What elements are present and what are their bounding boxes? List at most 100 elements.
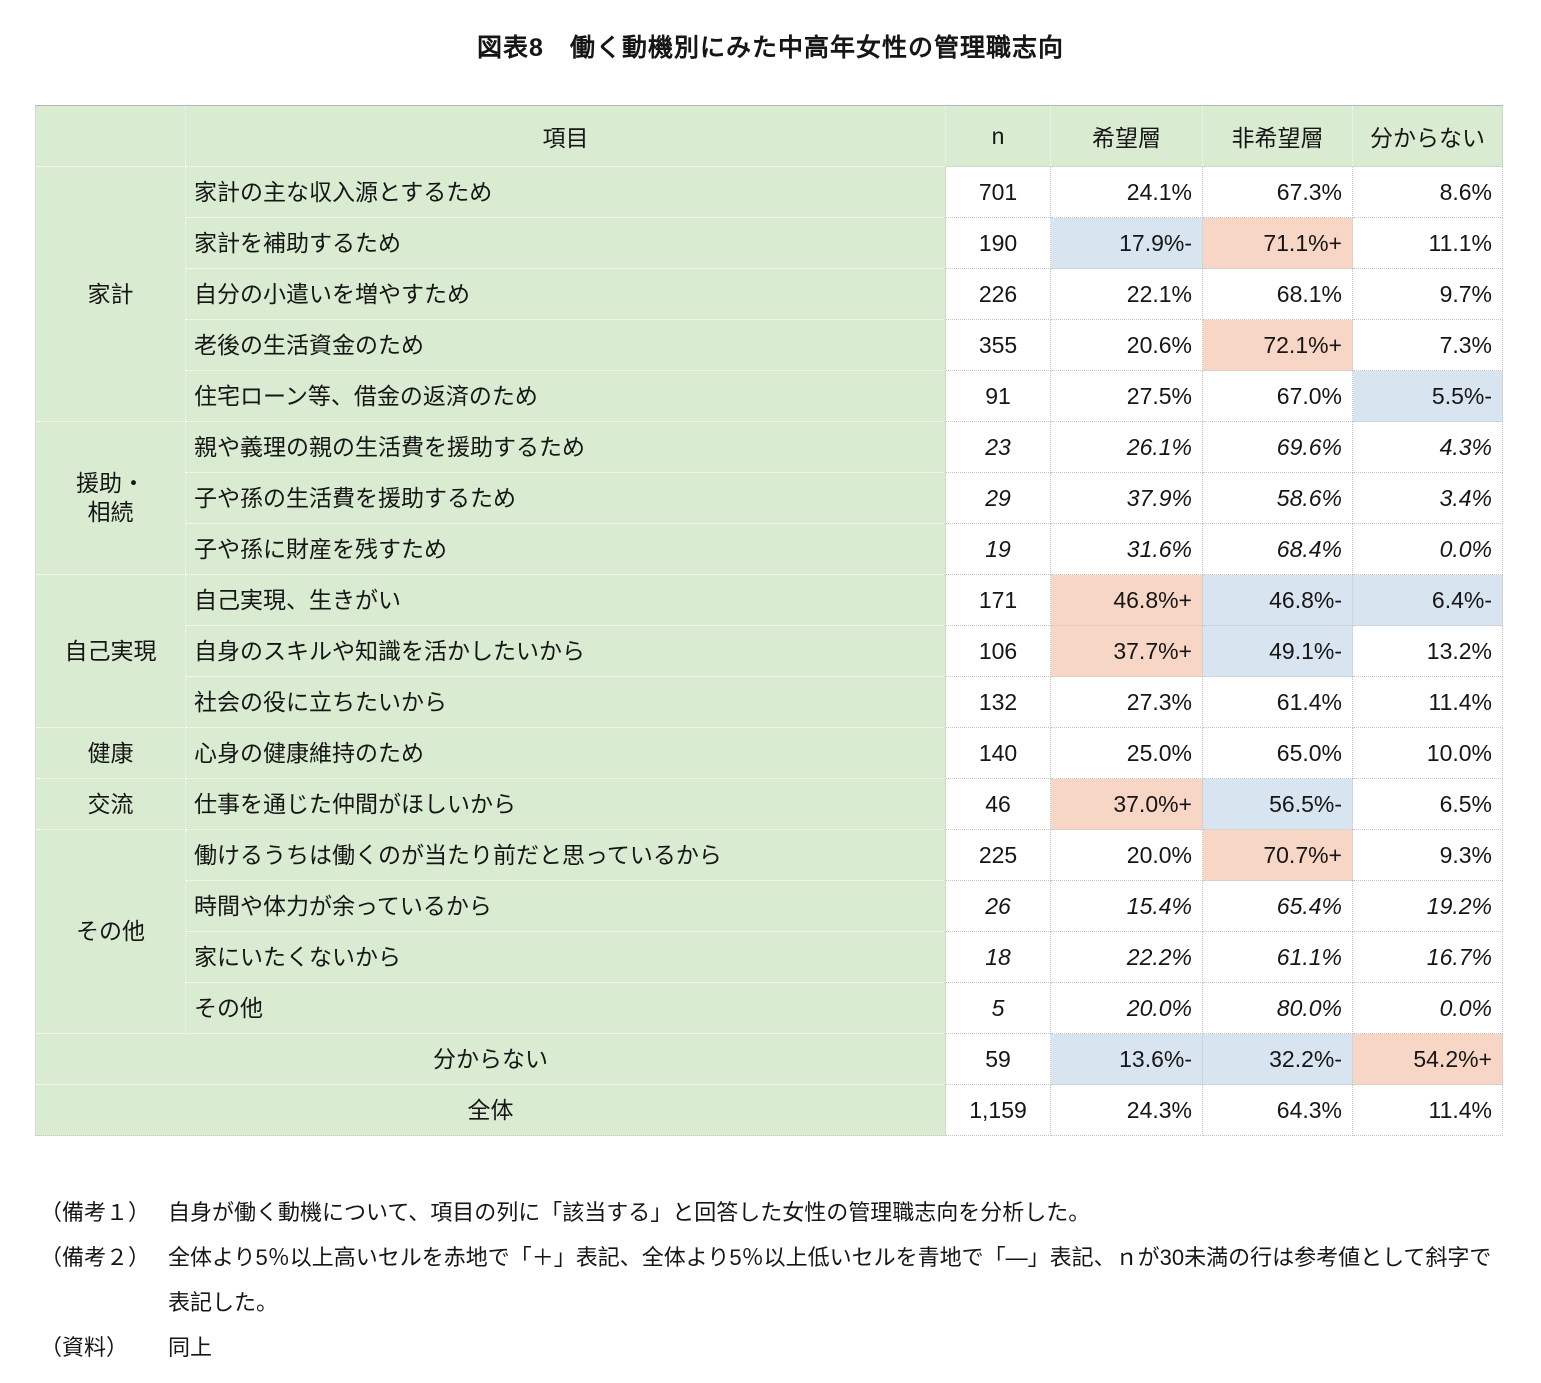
table-row: 社会の役に立ちたいから 132 27.3% 61.4% 11.4% bbox=[36, 677, 1503, 728]
item-label: 家計の主な収入源とするため bbox=[186, 167, 946, 218]
percent-value: 20.6% bbox=[1051, 320, 1203, 371]
percent-value: 3.4% bbox=[1353, 473, 1503, 524]
percent-value: 54.2%+ bbox=[1353, 1034, 1503, 1085]
n-value: 46 bbox=[946, 779, 1051, 830]
percent-value: 20.0% bbox=[1051, 830, 1203, 881]
percent-value: 37.7%+ bbox=[1051, 626, 1203, 677]
percent-value: 68.4% bbox=[1203, 524, 1353, 575]
percent-value: 65.0% bbox=[1203, 728, 1353, 779]
footnotes: （備考１） 自身が働く動機について、項目の列に「該当する」と回答した女性の管理職… bbox=[40, 1190, 1505, 1370]
table-row: その他 5 20.0% 80.0% 0.0% bbox=[36, 983, 1503, 1034]
percent-value: 11.4% bbox=[1353, 1085, 1503, 1136]
item-label: 家にいたくないから bbox=[186, 932, 946, 983]
n-value: 132 bbox=[946, 677, 1051, 728]
percent-value: 32.2%- bbox=[1203, 1034, 1353, 1085]
percent-value: 31.6% bbox=[1051, 524, 1203, 575]
percent-value: 27.3% bbox=[1051, 677, 1203, 728]
note-2: （備考２） 全体より5％以上高いセルを赤地で「＋」表記、全体より5％以上低いセル… bbox=[40, 1235, 1505, 1325]
percent-value: 10.0% bbox=[1353, 728, 1503, 779]
item-label: 子や孫の生活費を援助するため bbox=[186, 473, 946, 524]
table-row: 全体 1,159 24.3% 64.3% 11.4% bbox=[36, 1085, 1503, 1136]
table-row: 時間や体力が余っているから 26 15.4% 65.4% 19.2% bbox=[36, 881, 1503, 932]
source-text: 同上 bbox=[168, 1335, 213, 1360]
percent-value: 37.0%+ bbox=[1051, 779, 1203, 830]
n-value: 355 bbox=[946, 320, 1051, 371]
group-label: 交流 bbox=[36, 779, 186, 830]
header-dk: 分からない bbox=[1353, 106, 1503, 167]
percent-value: 65.4% bbox=[1203, 881, 1353, 932]
item-label: 家計を補助するため bbox=[186, 218, 946, 269]
percent-value: 6.4%- bbox=[1353, 575, 1503, 626]
percent-value: 6.5% bbox=[1353, 779, 1503, 830]
table-row: その他 働けるうちは働くのが当たり前だと思っているから 225 20.0% 70.7%+… bbox=[36, 830, 1503, 1034]
data-table: 項目 n 希望層 非希望層 分からない 家計 家計の主な収入源とするため 701 24… bbox=[35, 105, 1503, 1136]
percent-value: 17.9%- bbox=[1051, 218, 1203, 269]
table-row: 自分の小遣いを増やすため 226 22.1% 68.1% 9.7% bbox=[36, 269, 1503, 320]
percent-value: 4.3% bbox=[1353, 422, 1503, 473]
percent-value: 13.6%- bbox=[1051, 1034, 1203, 1085]
table-row: 援助・ 相続 親や義理の親の生活費を援助するため 23 26.1% 69.6% 4.3% bbox=[36, 422, 1503, 575]
percent-value: 0.0% bbox=[1353, 983, 1503, 1034]
percent-value: 37.9% bbox=[1051, 473, 1203, 524]
percent-value: 56.5%- bbox=[1203, 779, 1353, 830]
row-label: 全体 bbox=[36, 1085, 946, 1136]
item-label: 子や孫に財産を残すため bbox=[186, 524, 946, 575]
percent-value: 68.1% bbox=[1203, 269, 1353, 320]
item-label: 自己実現、生きがい bbox=[186, 575, 946, 626]
table-row: 自己実現 自己実現、生きがい 171 46.8%+ 46.8%- 6.4%- bbox=[36, 575, 1503, 728]
n-value: 140 bbox=[946, 728, 1051, 779]
percent-value: 80.0% bbox=[1203, 983, 1353, 1034]
table-row: 家にいたくないから 18 22.2% 61.1% 16.7% bbox=[36, 932, 1503, 983]
source-label: （資料） bbox=[40, 1335, 129, 1360]
table-container: 項目 n 希望層 非希望層 分からない 家計 家計の主な収入源とするため 701 24… bbox=[35, 105, 1503, 1136]
percent-value: 26.1% bbox=[1051, 422, 1203, 473]
row-label: 分からない bbox=[36, 1034, 946, 1085]
item-label: 親や義理の親の生活費を援助するため bbox=[186, 422, 946, 473]
percent-value: 67.3% bbox=[1203, 167, 1353, 218]
group-label: 健康 bbox=[36, 728, 186, 779]
n-value: 29 bbox=[946, 473, 1051, 524]
header-hope: 希望層 bbox=[1051, 106, 1203, 167]
percent-value: 8.6% bbox=[1353, 167, 1503, 218]
item-label: 自身のスキルや知識を活かしたいから bbox=[186, 626, 946, 677]
n-value: 171 bbox=[946, 575, 1051, 626]
percent-value: 20.0% bbox=[1051, 983, 1203, 1034]
header-nohope: 非希望層 bbox=[1203, 106, 1353, 167]
percent-value: 9.7% bbox=[1353, 269, 1503, 320]
page-title: 図表8 働く動機別にみた中高年女性の管理職志向 bbox=[477, 34, 1064, 62]
percent-value: 11.4% bbox=[1353, 677, 1503, 728]
percent-value: 69.6% bbox=[1203, 422, 1353, 473]
n-value: 26 bbox=[946, 881, 1051, 932]
percent-value: 49.1%- bbox=[1203, 626, 1353, 677]
n-value: 190 bbox=[946, 218, 1051, 269]
percent-value: 72.1%+ bbox=[1203, 320, 1353, 371]
percent-value: 61.4% bbox=[1203, 677, 1353, 728]
percent-value: 24.3% bbox=[1051, 1085, 1203, 1136]
table-row: 自身のスキルや知識を活かしたいから 106 37.7%+ 49.1%- 13.2% bbox=[36, 626, 1503, 677]
percent-value: 22.1% bbox=[1051, 269, 1203, 320]
percent-value: 11.1% bbox=[1353, 218, 1503, 269]
n-value: 106 bbox=[946, 626, 1051, 677]
note-1-label: （備考１） bbox=[40, 1200, 151, 1225]
percent-value: 25.0% bbox=[1051, 728, 1203, 779]
n-value: 5 bbox=[946, 983, 1051, 1034]
percent-value: 13.2% bbox=[1353, 626, 1503, 677]
percent-value: 71.1%+ bbox=[1203, 218, 1353, 269]
header-n: n bbox=[946, 106, 1051, 167]
percent-value: 58.6% bbox=[1203, 473, 1353, 524]
percent-value: 22.2% bbox=[1051, 932, 1203, 983]
item-label: 働けるうちは働くのが当たり前だと思っているから bbox=[186, 830, 946, 881]
note-1-text: 自身が働く動機について、項目の列に「該当する」と回答した女性の管理職志向を分析し… bbox=[168, 1200, 1091, 1225]
group-label: 自己実現 bbox=[36, 575, 186, 728]
percent-value: 16.7% bbox=[1353, 932, 1503, 983]
percent-value: 19.2% bbox=[1353, 881, 1503, 932]
percent-value: 46.8%+ bbox=[1051, 575, 1203, 626]
percent-value: 15.4% bbox=[1051, 881, 1203, 932]
item-label: 仕事を通じた仲間がほしいから bbox=[186, 779, 946, 830]
n-value: 91 bbox=[946, 371, 1051, 422]
percent-value: 24.1% bbox=[1051, 167, 1203, 218]
percent-value: 61.1% bbox=[1203, 932, 1353, 983]
percent-value: 5.5%- bbox=[1353, 371, 1503, 422]
percent-value: 9.3% bbox=[1353, 830, 1503, 881]
item-label: 住宅ローン等、借金の返済のため bbox=[186, 371, 946, 422]
